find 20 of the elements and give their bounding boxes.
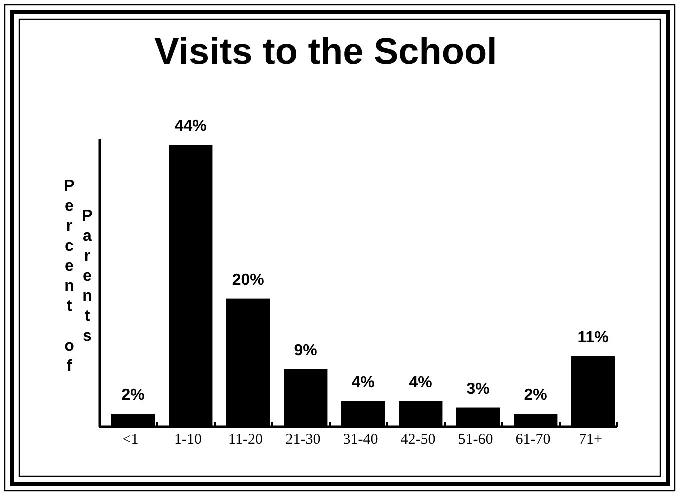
x-tick-label: 71+ — [579, 432, 602, 448]
y-axis-title: Percent of Parents — [60, 177, 96, 380]
data-label: 9% — [294, 342, 318, 360]
x-tick-label: 42-50 — [400, 432, 436, 448]
data-label: 2% — [122, 387, 145, 404]
data-label: 4% — [409, 374, 432, 392]
chart-title: Visits to the School — [154, 31, 498, 72]
x-tick-label: <1 — [122, 432, 139, 448]
x-tick-label: 51-60 — [458, 432, 494, 448]
x-tick-label: 31-40 — [343, 432, 378, 448]
data-label: 11% — [578, 330, 609, 346]
data-label: 2% — [524, 387, 548, 404]
x-tick-label: 1-10 — [174, 432, 202, 448]
data-label: 3% — [466, 380, 490, 398]
data-label: 4% — [352, 374, 375, 392]
data-label: 44% — [174, 118, 207, 135]
x-tick-label: 21-30 — [286, 432, 321, 448]
data-label: 20% — [232, 272, 264, 289]
x-tick-label: 11-20 — [228, 432, 263, 448]
x-tick-label: 61-70 — [516, 432, 551, 448]
